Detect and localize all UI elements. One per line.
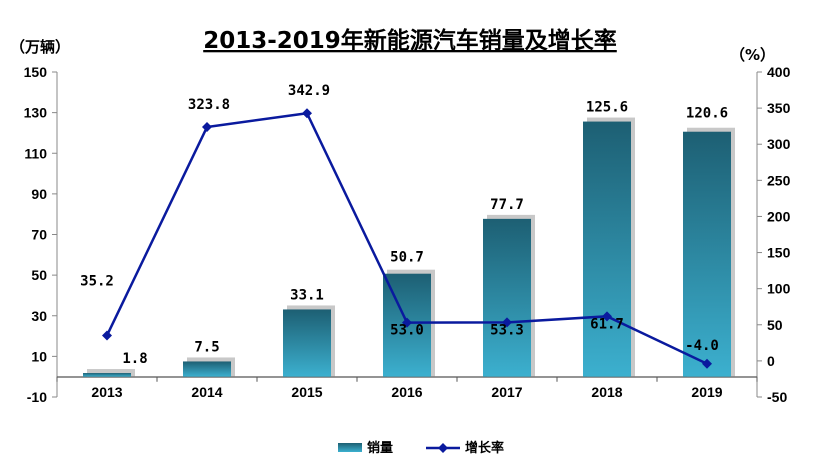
left-axis-unit: （万辆） — [10, 38, 70, 56]
x-category-label: 2015 — [291, 384, 322, 400]
bar-series-sales — [83, 117, 735, 377]
left-tick-label: 90 — [31, 186, 47, 202]
legend-bar-swatch — [338, 443, 362, 452]
line-data-label: 35.2 — [80, 273, 114, 289]
line-data-labels: 35.2 323.8 342.9 53.0 53.3 61.7 -4.0 — [80, 83, 719, 354]
bar — [83, 373, 131, 377]
x-axis-ticks: 2013 2014 2015 2016 2017 2018 2019 — [56, 376, 758, 400]
legend-line-marker — [438, 443, 448, 453]
left-tick-label: 70 — [31, 227, 47, 243]
right-tick-label: 50 — [767, 317, 783, 333]
line-point-marker — [302, 108, 312, 119]
bar — [683, 131, 731, 377]
legend-line-label: 增长率 — [465, 440, 504, 456]
bar-data-label: 1.8 — [122, 351, 147, 367]
left-tick-label: 10 — [31, 348, 47, 364]
bar-data-label: 33.1 — [290, 287, 324, 303]
bar — [483, 218, 531, 377]
left-tick-label: 110 — [24, 145, 47, 161]
x-category-label: 2019 — [691, 384, 722, 400]
left-tick-label: 30 — [31, 308, 47, 324]
right-tick-label: 250 — [767, 172, 791, 188]
bar-shadow — [87, 369, 135, 377]
line-point-marker — [102, 330, 112, 341]
line-point-marker — [402, 317, 412, 328]
right-tick-label: 400 — [767, 64, 791, 80]
bar-data-label: 50.7 — [390, 250, 424, 266]
right-axis-unit: （%） — [730, 46, 775, 64]
line-data-label: 53.0 — [390, 323, 424, 339]
left-tick-label: 50 — [31, 267, 47, 283]
line-data-label: -4.0 — [685, 338, 719, 354]
x-category-label: 2018 — [591, 384, 622, 400]
bar-data-labels: 1.8 7.5 33.1 50.7 77.7 125.6 120.6 — [122, 100, 728, 367]
chart-title: 2013-2019年新能源汽车销量及增长率 — [203, 27, 617, 54]
line-data-label: 61.7 — [590, 316, 624, 332]
line-data-label: 342.9 — [288, 83, 330, 99]
legend: 销量 增长率 — [338, 440, 504, 456]
line-series-growth — [102, 108, 712, 369]
line-point-marker — [602, 311, 612, 322]
right-tick-label: -50 — [767, 389, 787, 405]
left-tick-label: 150 — [24, 64, 48, 80]
right-tick-label: 150 — [767, 245, 791, 261]
line-point-marker — [502, 317, 512, 328]
right-tick-label: 100 — [767, 281, 791, 297]
legend-bar-label: 销量 — [367, 440, 393, 456]
right-axis-ticks: -50 0 50 100 150 200 250 300 350 400 — [757, 64, 791, 405]
left-axis-ticks: -10 10 30 50 70 90 110 130 150 — [24, 64, 57, 405]
right-tick-label: 0 — [767, 353, 775, 369]
bar-data-label: 7.5 — [194, 339, 219, 355]
bar-data-label: 120.6 — [686, 106, 728, 122]
right-tick-label: 200 — [767, 208, 791, 224]
right-tick-label: 300 — [767, 136, 791, 152]
line-point-marker — [202, 122, 212, 133]
bar — [283, 309, 331, 377]
x-category-label: 2014 — [191, 384, 222, 400]
right-tick-label: 350 — [767, 100, 791, 116]
bar — [583, 121, 631, 377]
x-category-label: 2017 — [491, 384, 522, 400]
left-tick-label: -10 — [27, 389, 47, 405]
line-data-label: 323.8 — [188, 97, 230, 113]
bar-data-label: 77.7 — [490, 197, 524, 213]
line-data-label: 53.3 — [490, 322, 524, 338]
left-tick-label: 130 — [24, 105, 48, 121]
x-category-label: 2016 — [391, 384, 422, 400]
line-point-marker — [702, 358, 712, 369]
x-category-label: 2013 — [91, 384, 122, 400]
bar — [183, 361, 231, 377]
bar-data-label: 125.6 — [586, 100, 628, 116]
